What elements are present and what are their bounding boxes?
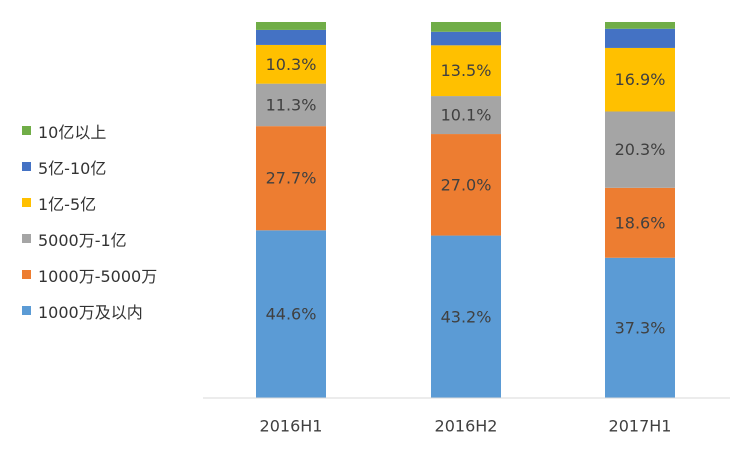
bar-segment <box>256 83 326 127</box>
legend-swatch <box>22 126 31 135</box>
bar-segment <box>605 111 675 188</box>
data-label: 44.6% <box>266 305 317 324</box>
legend-label: 5亿-10亿 <box>38 159 107 178</box>
legend-swatch <box>22 162 31 171</box>
bar-segment <box>431 22 501 32</box>
bars-layer <box>256 22 675 398</box>
bar-segment <box>431 96 501 135</box>
data-label: 10.3% <box>266 55 317 74</box>
bar-segment <box>605 257 675 398</box>
bar-segment <box>431 134 501 236</box>
data-label: 16.9% <box>615 70 666 89</box>
bar-segment <box>605 47 675 112</box>
bar-segment <box>605 28 675 48</box>
data-label: 11.3% <box>266 95 317 114</box>
data-label: 27.7% <box>266 169 317 188</box>
data-label: 20.3% <box>615 140 666 159</box>
bar-segment <box>256 29 326 45</box>
legend-label: 10亿以上 <box>38 123 107 142</box>
bar-segment <box>256 126 326 231</box>
bar-segment <box>431 31 501 46</box>
bar-segment <box>256 22 326 30</box>
bar-segment <box>605 187 675 258</box>
legend-label: 5000万-1亿 <box>38 231 127 250</box>
data-label: 43.2% <box>441 307 492 326</box>
bar-segment <box>605 22 675 29</box>
bar-segment <box>256 230 326 398</box>
legend-swatch <box>22 270 31 279</box>
legend-swatch <box>22 306 31 315</box>
data-label: 27.0% <box>441 175 492 194</box>
legend-swatch <box>22 198 31 207</box>
data-label: 18.6% <box>615 213 666 232</box>
data-labels-layer: 44.6% 27.7% 11.3% 10.3% 43.2% 27.0% 10.1% 13.5%… <box>266 55 666 338</box>
data-label: 37.3% <box>615 318 666 337</box>
data-label: 13.5% <box>441 61 492 80</box>
bar-segment <box>431 235 501 398</box>
legend-label: 1亿-5亿 <box>38 195 97 214</box>
x-tick-label: 2016H2 <box>435 417 498 436</box>
bar-segment <box>256 44 326 84</box>
x-tick-label: 2016H1 <box>260 417 323 436</box>
bar-segment <box>431 45 501 97</box>
x-tick-label: 2017H1 <box>609 417 672 436</box>
data-label: 10.1% <box>441 106 492 125</box>
x-tick-labels: 2016H1 2016H2 2017H1 <box>260 417 672 436</box>
legend-label: 1000万及以内 <box>38 303 143 322</box>
legend-swatch <box>22 234 31 243</box>
legend-label: 1000万-5000万 <box>38 267 158 286</box>
